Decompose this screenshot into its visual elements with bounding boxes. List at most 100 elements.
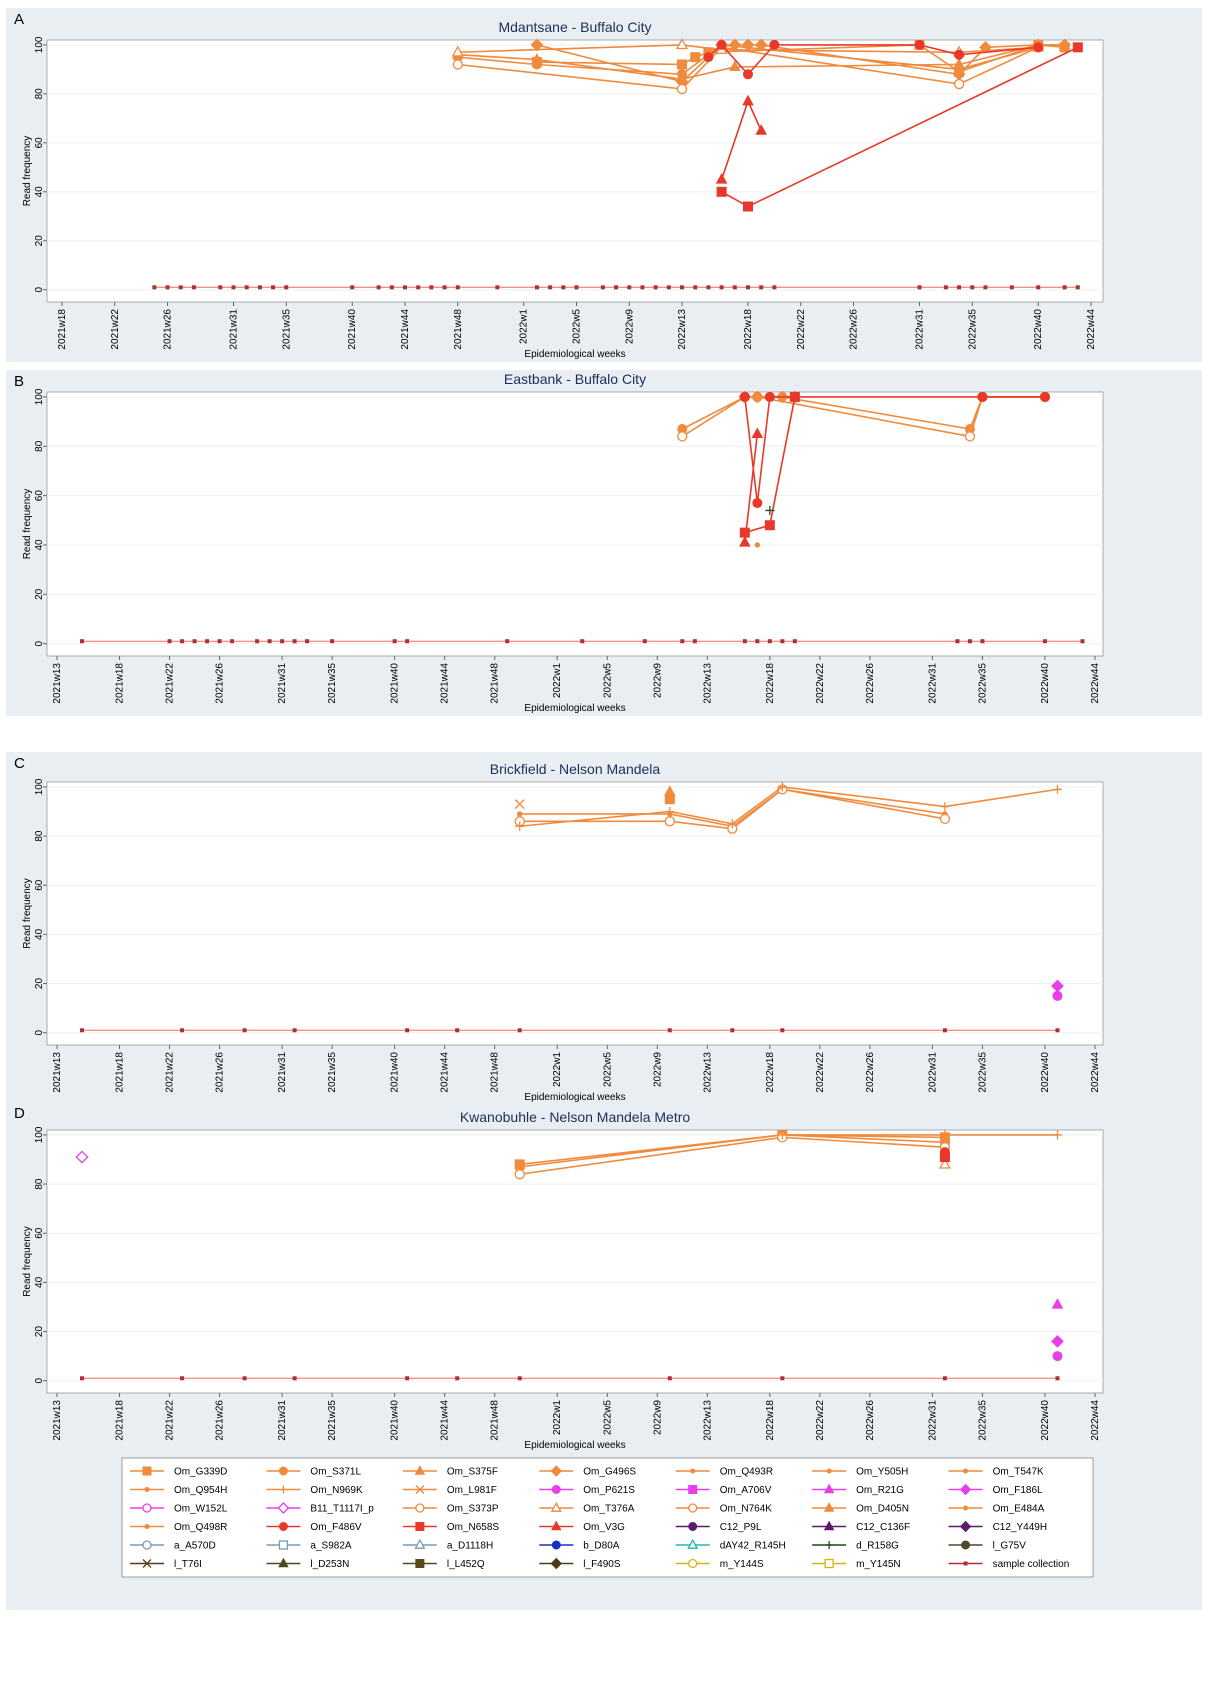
marker xyxy=(1052,990,1063,1001)
series-line xyxy=(519,786,1058,828)
marker xyxy=(551,1540,561,1550)
marker xyxy=(415,1485,425,1494)
x-tick-label: 2021w48 xyxy=(453,309,464,350)
marker xyxy=(677,431,688,442)
marker xyxy=(255,639,260,644)
marker xyxy=(667,1376,672,1381)
marker xyxy=(614,285,619,290)
x-tick-label: 2022w35 xyxy=(977,663,988,704)
plot-area xyxy=(46,39,1104,303)
marker xyxy=(1039,391,1050,402)
x-tick-label: 2022w40 xyxy=(1040,1400,1051,1441)
marker xyxy=(1033,42,1044,53)
series-line xyxy=(536,44,1065,83)
marker xyxy=(389,285,394,290)
marker xyxy=(142,1540,152,1550)
legend-label: Om_G339D xyxy=(174,1467,227,1478)
x-tick-label: 2021w48 xyxy=(490,1400,501,1441)
marker xyxy=(755,124,767,135)
marker xyxy=(940,802,950,812)
marker xyxy=(690,52,701,63)
marker xyxy=(180,1376,185,1381)
legend-label: d_R158G xyxy=(856,1541,899,1552)
marker xyxy=(429,285,434,290)
legend-label: Om_D405N xyxy=(856,1504,909,1515)
marker xyxy=(823,1502,835,1512)
x-tick-label: 2022w1 xyxy=(519,309,530,344)
y-axis-label: Read frequency xyxy=(22,878,33,949)
marker xyxy=(954,49,965,60)
x-tick-label: 2021w26 xyxy=(215,1400,226,1441)
marker xyxy=(284,285,289,290)
y-tick-label: 60 xyxy=(34,879,45,891)
marker xyxy=(515,821,525,831)
marker xyxy=(455,1028,460,1033)
x-tick-label: 2022w35 xyxy=(977,1052,988,1093)
marker xyxy=(716,186,727,197)
y-tick-label: 20 xyxy=(34,978,45,990)
x-tick-label: 2022w44 xyxy=(1090,1400,1101,1441)
marker xyxy=(688,1522,698,1531)
marker xyxy=(191,285,196,290)
marker xyxy=(640,285,645,290)
legend-label: Om_E484A xyxy=(993,1504,1045,1515)
marker xyxy=(792,639,797,644)
marker xyxy=(767,639,772,644)
marker xyxy=(405,1028,410,1033)
x-tick-label: 2022w22 xyxy=(796,309,807,350)
x-tick-label: 2022w26 xyxy=(865,1052,876,1093)
marker xyxy=(759,285,764,290)
marker xyxy=(742,639,747,644)
marker xyxy=(277,1502,290,1514)
x-tick-label: 2021w22 xyxy=(165,1400,176,1441)
marker xyxy=(642,639,647,644)
x-tick-label: 2021w35 xyxy=(327,1400,338,1441)
marker xyxy=(977,391,988,402)
x-tick-label: 2022w35 xyxy=(967,309,978,350)
legend-label: b_D80A xyxy=(583,1541,619,1552)
marker xyxy=(350,285,355,290)
x-tick-label: 2021w22 xyxy=(165,663,176,704)
x-tick-label: 2021w35 xyxy=(327,1052,338,1093)
marker xyxy=(278,1557,289,1568)
legend-label: Om_T376A xyxy=(583,1504,634,1515)
series-line xyxy=(744,433,759,543)
marker xyxy=(550,1501,562,1512)
marker xyxy=(1058,38,1071,52)
y-tick-label: 100 xyxy=(34,388,45,405)
marker xyxy=(376,285,381,290)
legend-label: Om_P621S xyxy=(583,1485,635,1496)
marker xyxy=(550,1465,562,1477)
legend-box xyxy=(121,1457,1094,1578)
chart-title: Kwanobuhle - Nelson Mandela Metro xyxy=(460,1109,691,1125)
marker xyxy=(730,1028,735,1033)
marker xyxy=(278,1540,289,1550)
marker xyxy=(963,1505,969,1511)
x-tick-label: 2021w35 xyxy=(281,309,292,350)
y-tick-label: 60 xyxy=(34,1227,45,1239)
marker xyxy=(1062,285,1067,290)
legend-label: l_D253N xyxy=(310,1559,349,1570)
x-tick-label: 2022w9 xyxy=(624,309,635,344)
y-tick-label: 80 xyxy=(34,440,45,452)
x-tick-label: 2021w13 xyxy=(52,663,63,704)
x-tick-label: 2022w18 xyxy=(765,1400,776,1441)
legend-label: Om_V3G xyxy=(583,1522,625,1533)
x-tick-label: 2022w18 xyxy=(765,1052,776,1093)
series-line xyxy=(744,396,1045,504)
y-tick-label: 20 xyxy=(34,1326,45,1338)
marker xyxy=(405,639,410,644)
legend-label: Om_S371L xyxy=(310,1467,361,1478)
y-tick-label: 20 xyxy=(34,588,45,600)
chart-title: Brickfield - Nelson Mandela xyxy=(490,761,661,777)
legend-marker xyxy=(963,1561,968,1566)
marker xyxy=(961,1540,971,1550)
x-tick-label: 2022w22 xyxy=(815,1052,826,1093)
x-tick-label: 2022w13 xyxy=(702,1400,713,1441)
x-tick-label: 2021w18 xyxy=(115,1400,126,1441)
marker xyxy=(517,1376,522,1381)
legend-label: Om_S375F xyxy=(447,1467,498,1478)
marker xyxy=(1055,1028,1060,1033)
marker xyxy=(416,285,421,290)
marker xyxy=(677,59,688,70)
